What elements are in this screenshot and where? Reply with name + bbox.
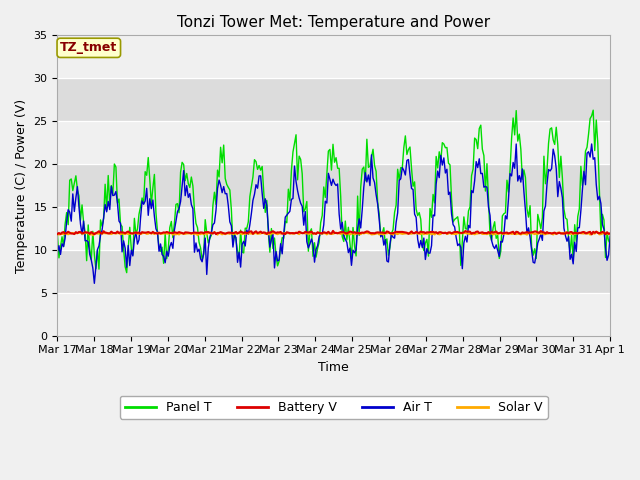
Battery V [295,229,303,235]
Bar [58,207,610,250]
Panel T [606,241,614,247]
Air T [588,141,595,147]
Battery V [122,230,129,236]
Battery V [577,230,585,236]
Line: Air T: Air T [58,144,610,283]
Panel T [54,231,61,237]
Solar V [238,231,246,237]
Solar V [248,230,255,236]
Y-axis label: Temperature (C) / Power (V): Temperature (C) / Power (V) [15,98,28,273]
Panel T [248,184,255,190]
Air T [297,200,305,206]
Air T [238,241,246,247]
Battery V [218,230,226,236]
Line: Battery V: Battery V [58,231,610,234]
Solar V [577,230,585,236]
Solar V [89,232,97,238]
Line: Solar V: Solar V [58,232,610,235]
Panel T [577,164,585,169]
Solar V [297,230,305,236]
Panel T [123,270,131,276]
Air T [248,211,255,216]
Title: Tonzi Tower Met: Temperature and Power: Tonzi Tower Met: Temperature and Power [177,15,490,30]
Air T [606,233,614,239]
Solar V [123,230,131,236]
Text: TZ_tmet: TZ_tmet [60,41,117,54]
Panel T [238,249,246,255]
Panel T [220,142,228,148]
Bar [58,293,610,336]
X-axis label: Time: Time [318,361,349,374]
Air T [90,280,98,286]
Panel T [589,108,597,113]
Battery V [588,231,595,237]
Legend: Panel T, Battery V, Air T, Solar V: Panel T, Battery V, Air T, Solar V [120,396,548,419]
Panel T [297,156,305,162]
Bar [58,121,610,164]
Air T [220,184,228,190]
Battery V [329,228,337,234]
Battery V [54,231,61,237]
Panel T [122,264,129,270]
Air T [123,264,131,270]
Air T [54,250,61,255]
Battery V [246,228,253,234]
Bar [58,36,610,78]
Solar V [593,229,600,235]
Solar V [54,231,61,237]
Solar V [220,230,228,236]
Line: Panel T: Panel T [58,110,610,273]
Battery V [237,228,244,234]
Battery V [606,230,614,236]
Solar V [606,231,614,237]
Air T [577,208,585,214]
